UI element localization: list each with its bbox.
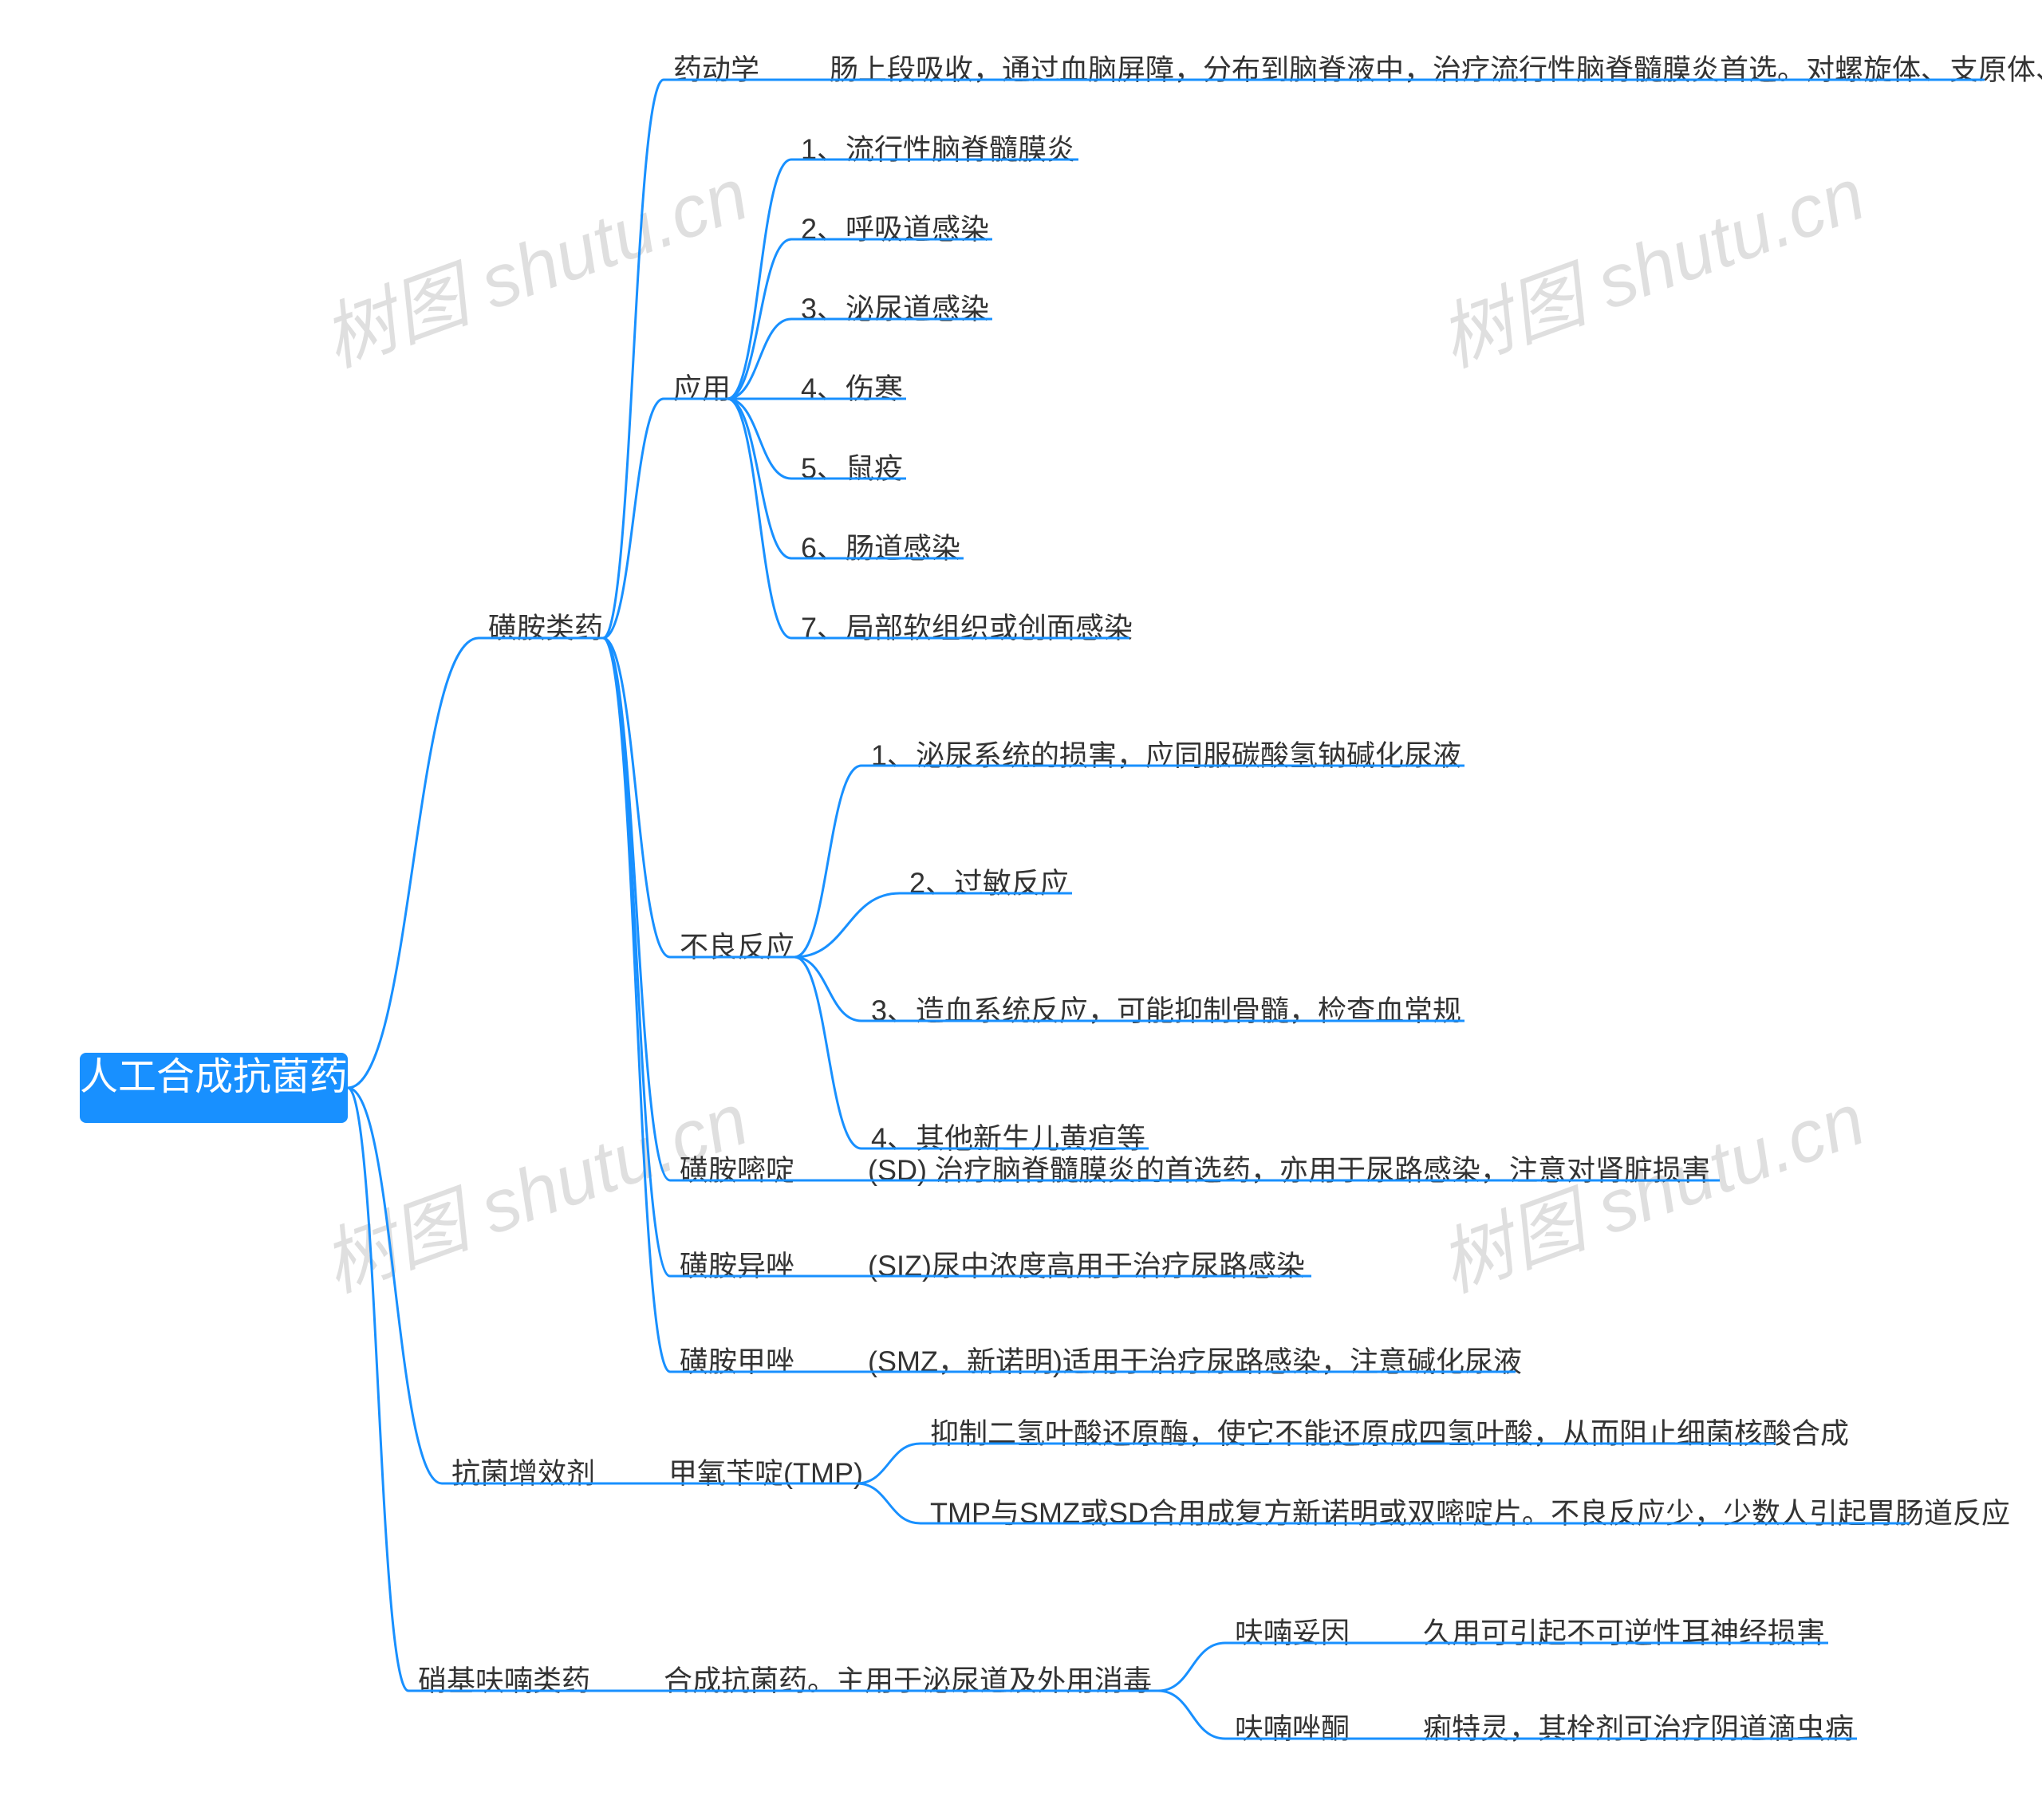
root-label: 人工合成抗菌药 — [80, 1056, 348, 1098]
